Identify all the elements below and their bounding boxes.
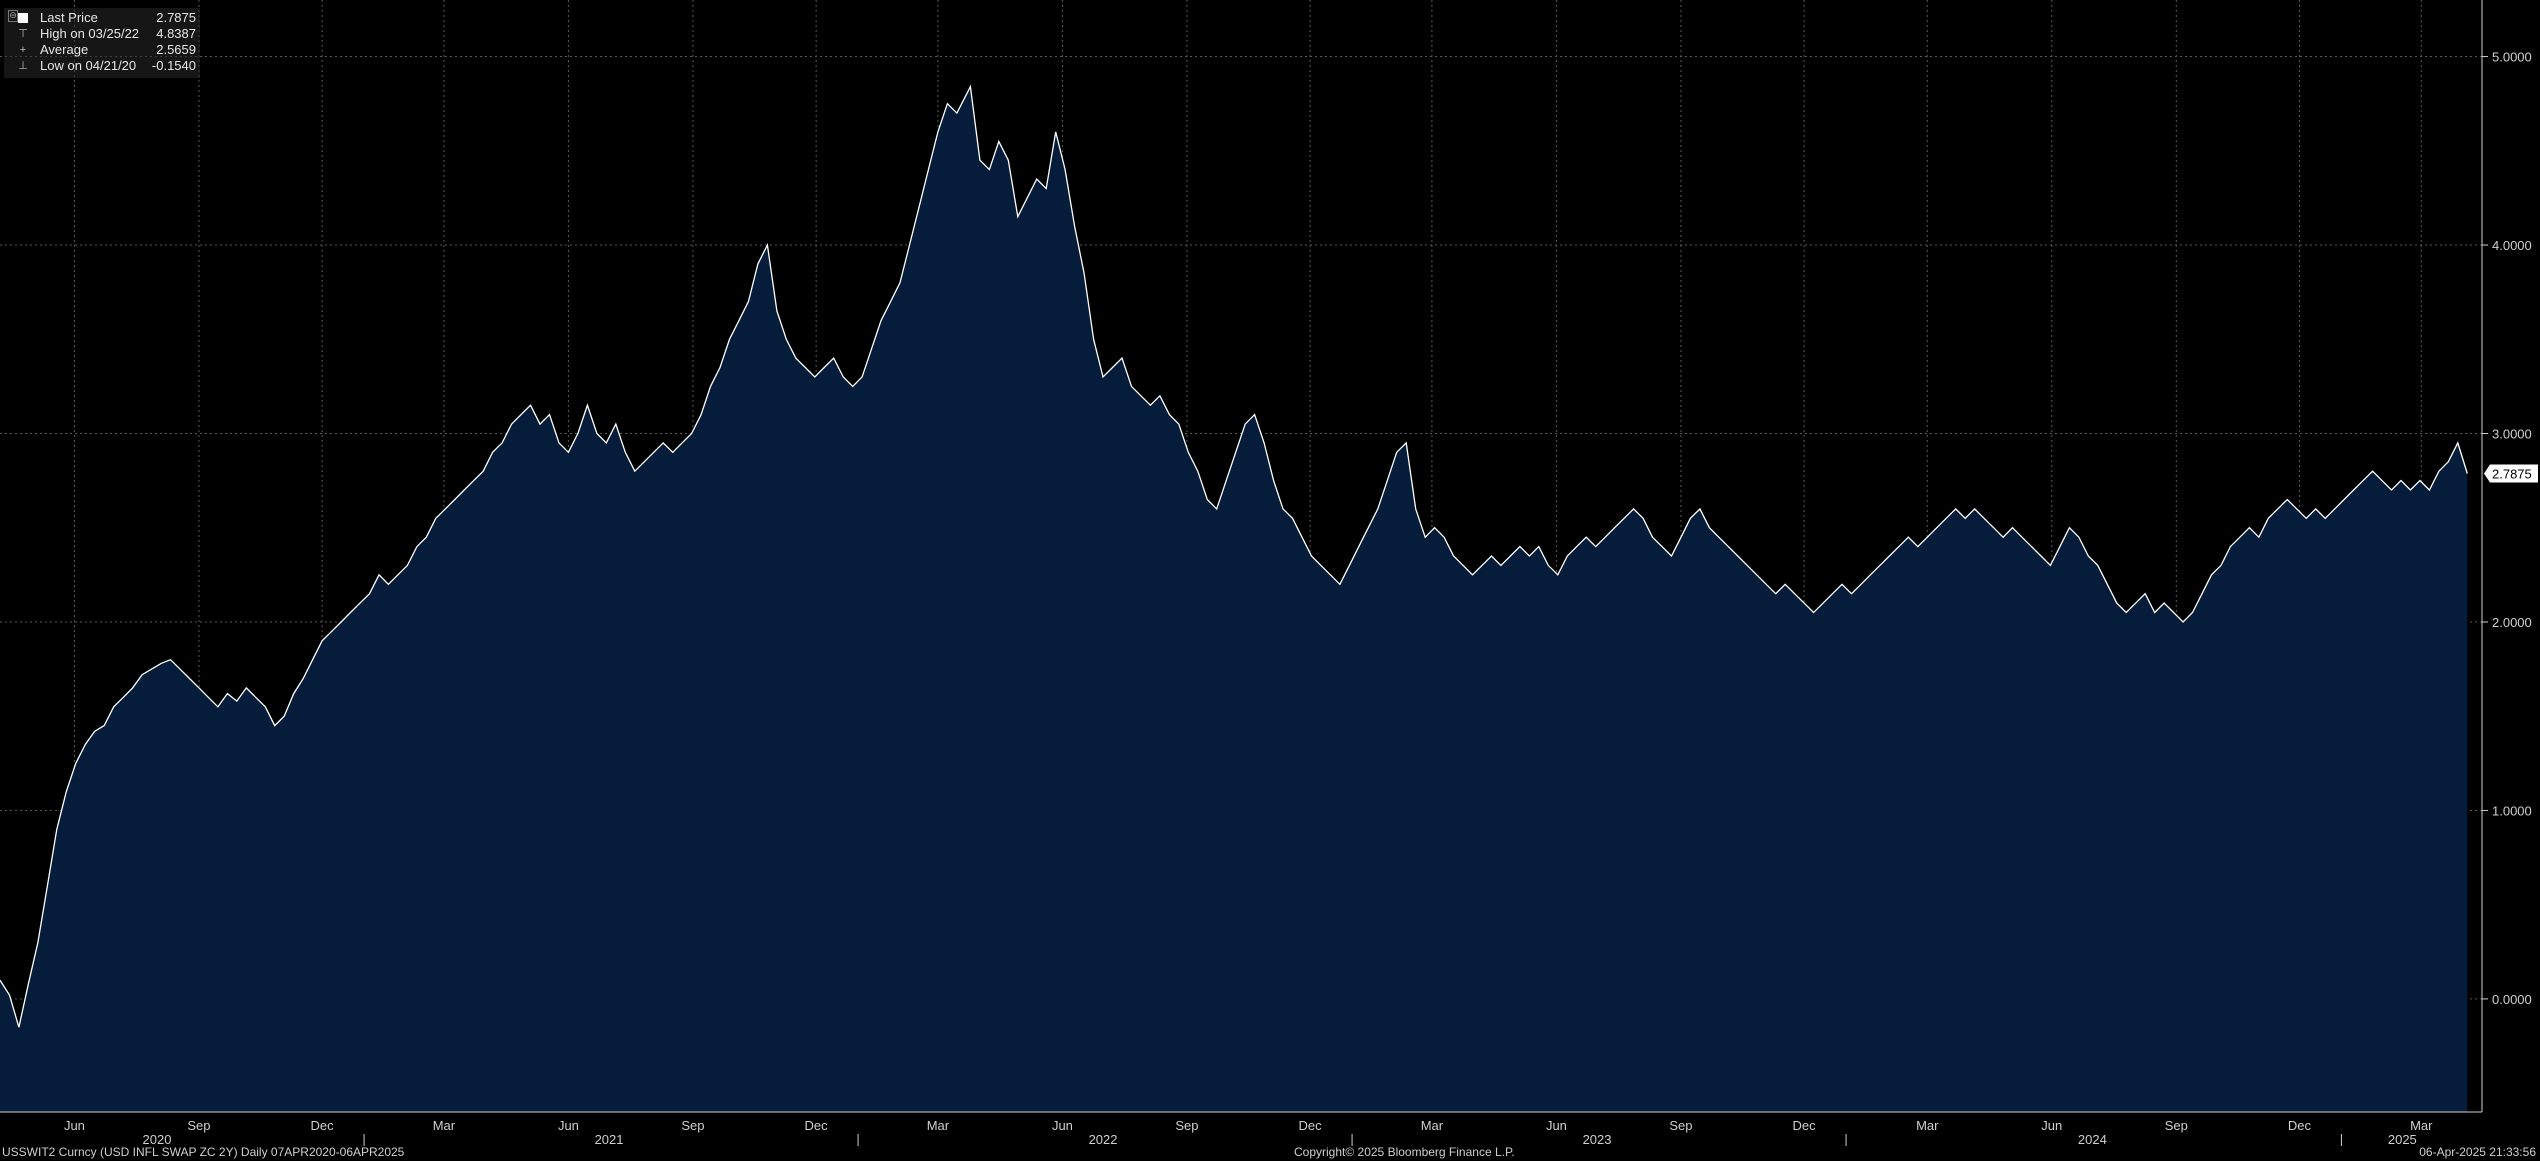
- legend-label: Last Price: [40, 10, 98, 25]
- legend-label: Low on 04/21/20: [40, 58, 137, 73]
- x-tick-label-month: Dec: [2288, 1118, 2312, 1133]
- legend: ⊖ Last Price 2.7875 ⊤ High on 03/25/22 4…: [4, 8, 200, 78]
- x-tick-label-month: Jun: [2041, 1118, 2062, 1133]
- x-tick-label-month: Dec: [805, 1118, 829, 1133]
- low-marker-icon: ⊥: [18, 60, 28, 72]
- x-tick-label-year: 2025: [2388, 1132, 2417, 1147]
- legend-label: Average: [40, 42, 89, 57]
- y-axis: 5.0000 4.0000 3.0000 2.0000 1.0000 0.0000: [2482, 50, 2532, 1007]
- x-tick-label-month: Jun: [64, 1118, 85, 1133]
- legend-row-last-price[interactable]: Last Price 2.7875: [4, 10, 200, 26]
- legend-label: High on 03/25/22: [40, 26, 140, 41]
- square-icon: [18, 13, 28, 23]
- x-tick-label-year: 2024: [2078, 1132, 2107, 1147]
- y-tick-label: 0.0000: [2492, 992, 2532, 1007]
- y-tick-label: 5.0000: [2492, 50, 2532, 65]
- legend-collapse-toggle[interactable]: ⊖: [8, 10, 18, 22]
- x-tick-label-month: Jun: [1546, 1118, 1567, 1133]
- high-marker-icon: ⊤: [18, 28, 28, 40]
- series-line: [0, 84, 2468, 1028]
- legend-row-average[interactable]: + Average 2.5659: [4, 42, 200, 58]
- x-tick-label-month: Sep: [1669, 1118, 1692, 1133]
- legend-value: -0.1540: [151, 58, 196, 73]
- x-tick-label-month: Mar: [2410, 1118, 2433, 1133]
- x-tick-label-month: Sep: [1175, 1118, 1198, 1133]
- footer-copyright: Copyright© 2025 Bloomberg Finance L.P.: [1294, 1145, 1515, 1159]
- x-tick-label-month: Dec: [311, 1118, 335, 1133]
- x-tick-label-month: Sep: [2165, 1118, 2188, 1133]
- footer-timestamp: 06-Apr-2025 21:33:56: [2419, 1145, 2536, 1159]
- legend-value: 2.7875: [156, 10, 196, 25]
- legend-value: 2.5659: [156, 42, 196, 57]
- x-tick-label-month: Mar: [433, 1118, 456, 1133]
- x-tick-label-year: 2022: [1089, 1132, 1118, 1147]
- y-tick-label: 4.0000: [2492, 238, 2532, 253]
- legend-value: 4.8387: [156, 26, 196, 41]
- average-marker-icon: +: [19, 44, 27, 56]
- x-tick-label-month: Mar: [927, 1118, 950, 1133]
- footer-ticker-info: USSWIT2 Curncy (USD INFL SWAP ZC 2Y) Dai…: [2, 1145, 405, 1159]
- x-tick-label-month: Jun: [558, 1118, 579, 1133]
- x-tick-label-year: 2021: [595, 1132, 624, 1147]
- last-price-value: 2.7875: [2492, 467, 2532, 482]
- x-tick-label-month: Sep: [681, 1118, 704, 1133]
- x-tick-label-month: Sep: [187, 1118, 210, 1133]
- x-tick-label-year: 2023: [1583, 1132, 1612, 1147]
- x-tick-label-month: Jun: [1052, 1118, 1073, 1133]
- x-axis: Jun Sep Dec Mar Jun Sep Dec Mar Jun Sep Dec Mar Jun S…: [64, 1118, 2433, 1147]
- last-price-tag: 2.7875: [2484, 464, 2538, 483]
- x-tick-label-year: 2020: [143, 1132, 172, 1147]
- y-tick-label: 2.0000: [2492, 615, 2532, 630]
- x-tick-label-month: Mar: [1916, 1118, 1939, 1133]
- legend-row-low[interactable]: ⊥ Low on 04/21/20 -0.1540: [4, 58, 200, 74]
- x-tick-label-month: Dec: [1299, 1118, 1323, 1133]
- legend-row-high[interactable]: ⊤ High on 03/25/22 4.8387: [4, 26, 200, 42]
- y-tick-label: 3.0000: [2492, 426, 2532, 441]
- x-tick-label-month: Mar: [1421, 1118, 1444, 1133]
- series-area-fill: [0, 86, 2468, 1113]
- y-tick-label: 1.0000: [2492, 803, 2532, 818]
- x-tick-label-month: Dec: [1793, 1118, 1817, 1133]
